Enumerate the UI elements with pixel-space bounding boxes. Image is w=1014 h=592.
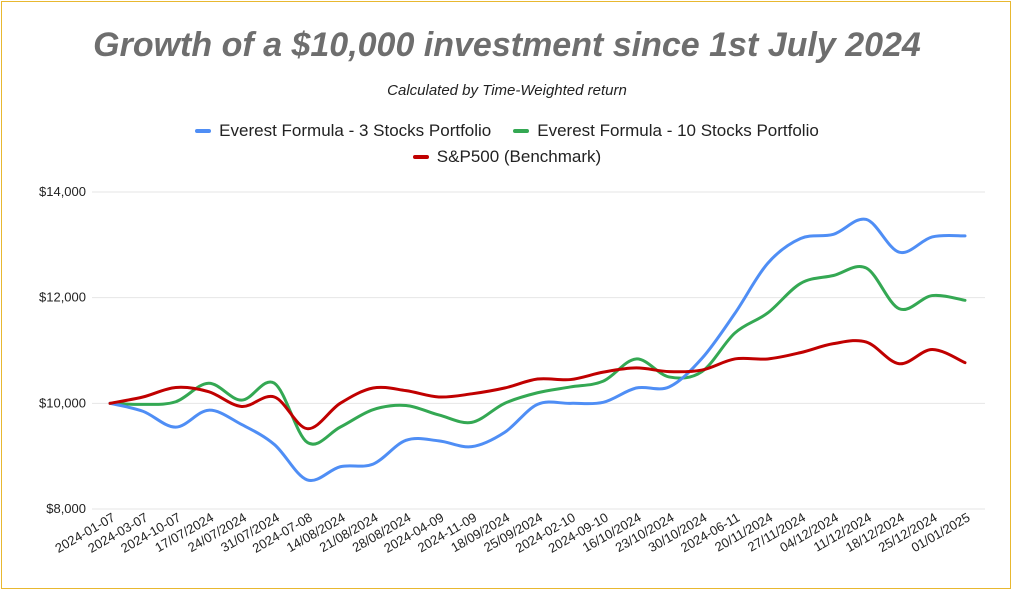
y-tick-label: $14,000	[39, 184, 86, 199]
legend-label-sp500: S&P500 (Benchmark)	[436, 147, 602, 166]
legend-row-1: Everest Formula - 3 Stocks Portfolio Eve…	[0, 118, 1014, 144]
y-tick-label: $10,000	[39, 395, 86, 410]
legend-item-3-stocks[interactable]: Everest Formula - 3 Stocks Portfolio	[195, 121, 491, 141]
legend-item-10-stocks[interactable]: Everest Formula - 10 Stocks Portfolio	[513, 121, 819, 141]
legend-label-10-stocks: Everest Formula - 10 Stocks Portfolio	[537, 121, 819, 140]
series-line-3-stocks	[108, 217, 967, 483]
chart-legend: Everest Formula - 3 Stocks Portfolio Eve…	[0, 118, 1014, 170]
y-tick-label: $8,000	[46, 501, 86, 516]
y-tick-label: $12,000	[39, 290, 86, 305]
legend-label-3-stocks: Everest Formula - 3 Stocks Portfolio	[219, 121, 492, 140]
series-line-sp500	[108, 339, 967, 431]
legend-swatch-sp500	[412, 155, 429, 159]
chart-subtitle: Calculated by Time-Weighted return	[387, 82, 627, 99]
chart-title: Growth of a $10,000 investment since 1st…	[93, 26, 921, 64]
legend-swatch-3-stocks	[195, 129, 212, 133]
series-line-10-stocks	[108, 265, 967, 446]
legend-row-2: S&P500 (Benchmark)	[0, 144, 1014, 170]
legend-item-sp500[interactable]: S&P500 (Benchmark)	[412, 147, 602, 167]
legend-swatch-10-stocks	[513, 129, 530, 133]
